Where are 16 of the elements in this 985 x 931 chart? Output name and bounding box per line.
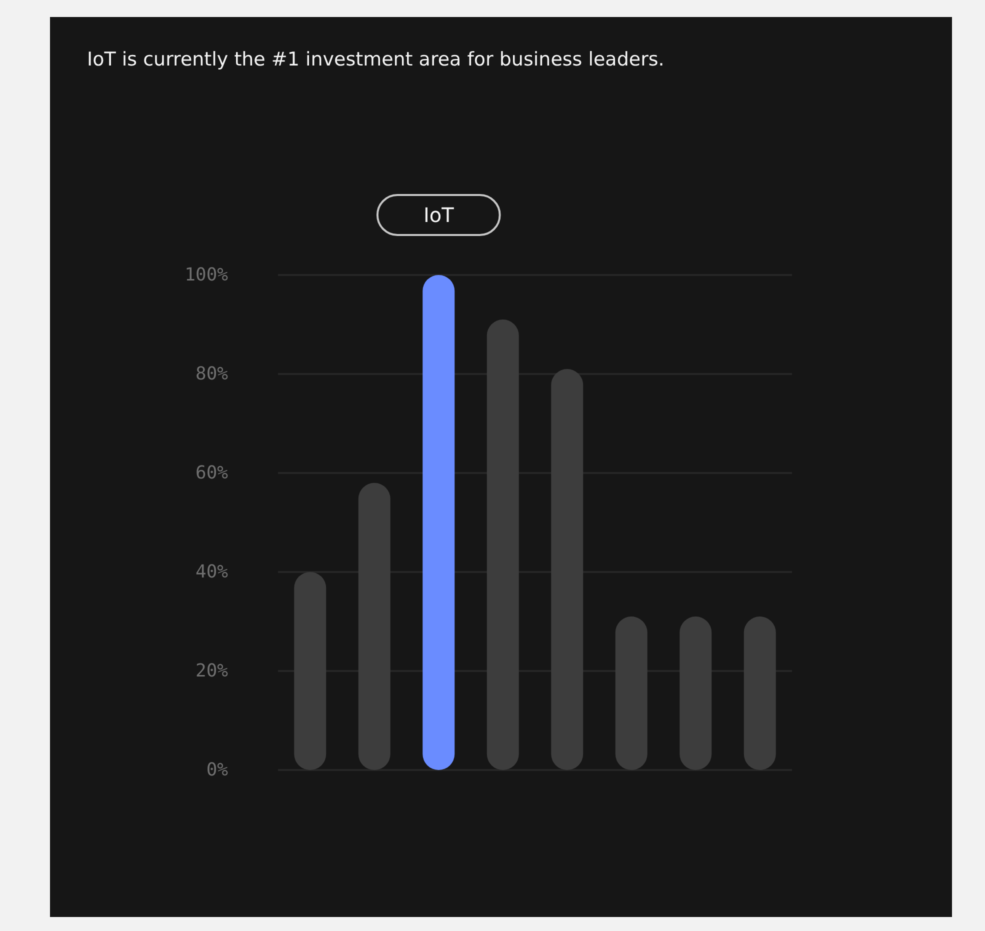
x-tick-label: IoT bbox=[423, 203, 455, 227]
bar bbox=[294, 572, 326, 770]
y-tick-label: 0% bbox=[206, 760, 228, 780]
bar bbox=[680, 616, 712, 770]
y-tick-label: 40% bbox=[195, 562, 228, 582]
bar bbox=[422, 275, 455, 770]
bar bbox=[615, 616, 648, 770]
chart-title: IoT is currently the #1 investment area for business leaders. bbox=[87, 48, 664, 70]
bar bbox=[358, 482, 390, 770]
y-tick-label: 20% bbox=[195, 660, 228, 682]
y-tick-label: 80% bbox=[195, 364, 228, 384]
y-tick-label: 100% bbox=[184, 264, 228, 286]
bar bbox=[486, 320, 519, 770]
bar bbox=[744, 616, 776, 770]
bar bbox=[551, 369, 584, 770]
y-tick-label: 60% bbox=[195, 462, 228, 484]
